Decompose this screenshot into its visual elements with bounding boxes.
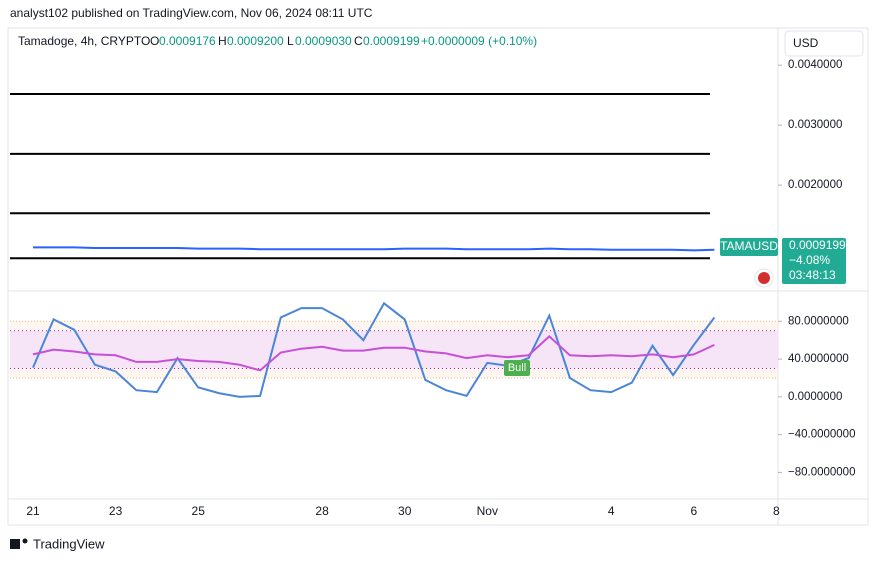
y-tick-label: 0.0030000 [788, 119, 842, 131]
logo-mark [10, 539, 20, 549]
brand: TradingView [33, 536, 105, 551]
annotation-badge [504, 360, 530, 376]
x-tick-label: 30 [398, 504, 412, 518]
y-axis: 0.0040000 0.0030000 0.0020000 [778, 59, 842, 191]
low-value: 0.0009030 [295, 34, 352, 48]
badge-price: 0.0009199 [789, 238, 846, 252]
flag-icon-inner [758, 272, 770, 284]
y-tick-label: −80.0000000 [788, 466, 855, 478]
y-tick-label: 80.0000000 [788, 315, 849, 327]
x-tick-label: Nov [477, 504, 498, 518]
x-tick-label: 23 [109, 504, 123, 518]
badge-countdown: 03:48:13 [789, 268, 836, 282]
y-tick-label: 0.0000000 [788, 391, 842, 403]
series-line [32, 335, 715, 372]
x-tick-label: 8 [773, 504, 780, 518]
x-tick-label: 6 [690, 504, 697, 518]
x-tick-label: 28 [315, 504, 329, 518]
currency-button[interactable] [784, 30, 864, 57]
open-value: 0.0009176 [159, 34, 216, 48]
close-value: 0.0009199 [363, 34, 420, 48]
close-label: C [354, 34, 363, 48]
symbol-badge [720, 238, 778, 256]
y-tick-label: −40.0000000 [788, 429, 855, 441]
price-badge [782, 238, 846, 284]
high-label: H [218, 34, 227, 48]
series-line [33, 246, 715, 252]
x-tick-label: 4 [608, 504, 615, 518]
open-label: O [150, 34, 159, 48]
badge-symbol: TAMAUSD [720, 239, 778, 253]
y-tick-label: 0.0020000 [788, 179, 842, 191]
chart-frame [7, 27, 869, 526]
currency[interactable]: USD [793, 36, 819, 50]
series-line [32, 301, 716, 398]
y-tick-label: 0.0040000 [788, 59, 842, 71]
tradingview-logo: TradingView [10, 536, 105, 551]
annotation: Bull [508, 362, 526, 374]
change-value: +0.0000009 (+0.10%) [421, 34, 537, 48]
high-value: 0.0009200 [227, 34, 284, 48]
x-tick-label: 21 [26, 504, 40, 518]
badge-change: −4.08% [789, 253, 830, 267]
y-tick-label: 40.0000000 [788, 353, 849, 365]
author-line: analyst102 published on TradingView.com,… [10, 6, 373, 20]
logo-dot [22, 538, 28, 544]
band-fill [10, 330, 778, 369]
x-tick-label: 25 [192, 504, 206, 518]
low-label: L [287, 34, 294, 48]
symbol: Tamadoge, 4h, CRYPTO [18, 34, 150, 48]
y-axis: 80.0000000 40.0000000 0.0000000 −40.0000000… [778, 315, 855, 478]
